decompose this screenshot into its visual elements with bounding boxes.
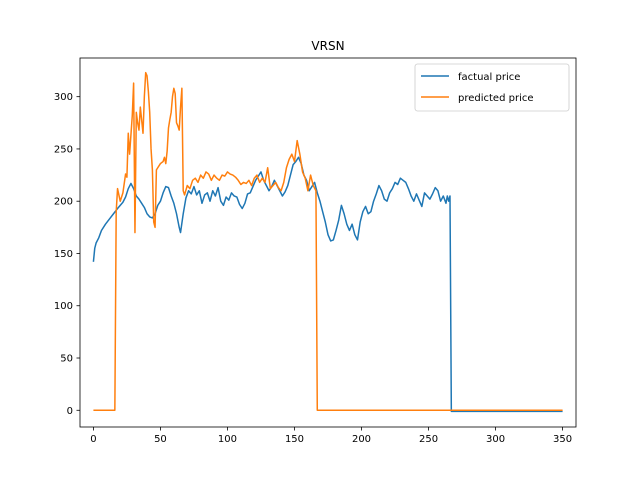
axes: 0 50 100 150 200 250 300 350 0 50 100 150 200 250 300 <box>54 57 577 445</box>
axes-frame <box>79 57 577 428</box>
y-tick-label: 0 <box>67 406 73 417</box>
plot-area <box>92 71 563 413</box>
x-tick-label: 350 <box>553 434 572 445</box>
series-line-1 <box>93 71 563 412</box>
y-tick-label: 200 <box>54 197 73 208</box>
y-tick-label: 250 <box>54 144 73 155</box>
y-tick-label: 300 <box>54 92 73 103</box>
x-tick-label: 50 <box>154 434 167 445</box>
y-tick-label: 150 <box>54 249 73 260</box>
y-tick-label: 100 <box>54 301 73 312</box>
x-tick-label: 200 <box>352 434 371 445</box>
legend-box <box>414 63 570 112</box>
x-tick-label: 100 <box>218 434 237 445</box>
legend-label-1: predicted price <box>458 93 534 104</box>
y-tick-label: 50 <box>60 354 73 365</box>
legend: factual price predicted price <box>414 63 570 112</box>
x-tick-label: 300 <box>486 434 505 445</box>
x-tick-label: 0 <box>90 434 96 445</box>
x-tick-label: 250 <box>419 434 438 445</box>
legend-label-0: factual price <box>458 72 520 83</box>
chart-title: VRSN <box>311 39 344 53</box>
x-tick-label: 150 <box>285 434 304 445</box>
